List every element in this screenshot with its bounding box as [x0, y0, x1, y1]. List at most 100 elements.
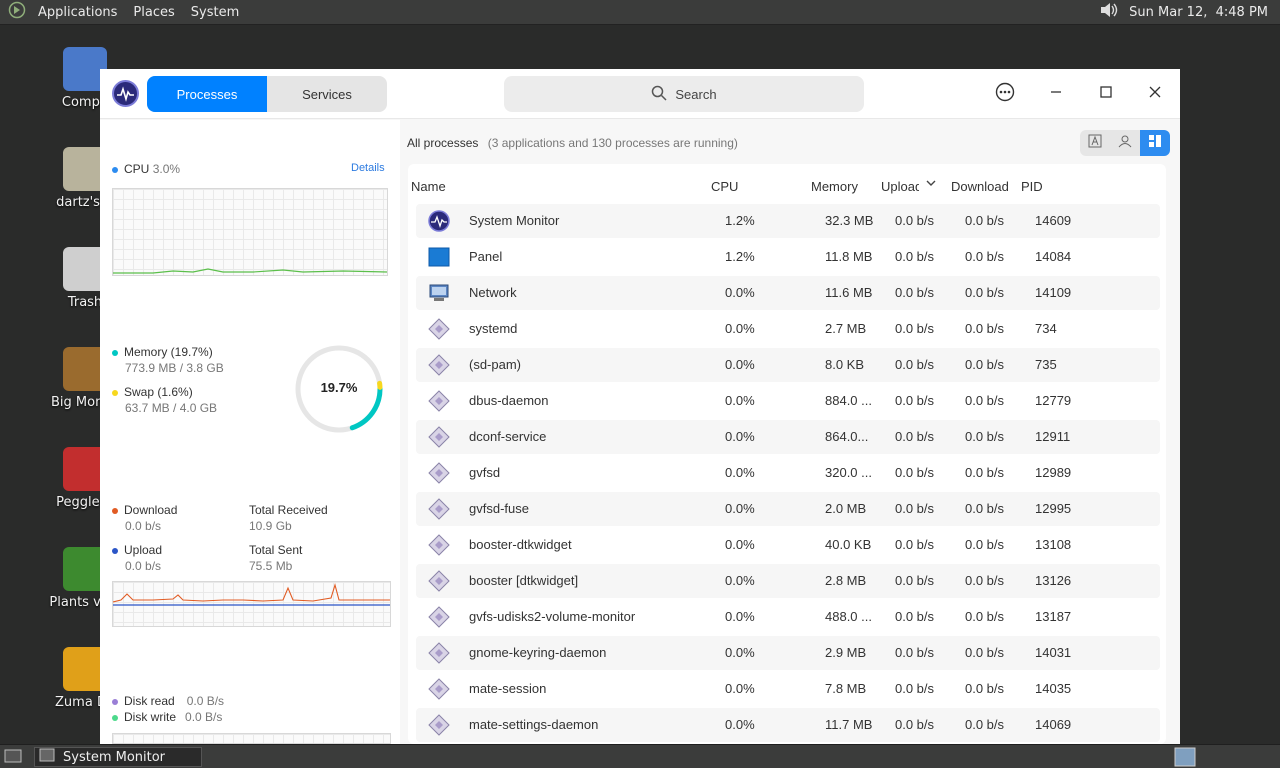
filter-applications-button[interactable]	[1080, 130, 1110, 156]
cell-up: 0.0 b/s	[895, 321, 935, 336]
cell-up: 0.0 b/s	[895, 357, 935, 372]
zuma-icon	[63, 647, 107, 691]
disk-write-label: Disk write	[124, 710, 177, 724]
clock[interactable]: Sun Mar 12, 4:48 PM	[1129, 4, 1268, 20]
filter-my-processes-button[interactable]	[1110, 130, 1140, 156]
cell-down: 0.0 b/s	[965, 717, 1005, 732]
filter-all-processes-button[interactable]	[1140, 130, 1170, 156]
cell-down: 0.0 b/s	[965, 249, 1005, 264]
table-row[interactable]: System Monitor 1.2% 32.3 MB 0.0 b/s 0.0 b/s 1…	[416, 204, 1160, 238]
table-row[interactable]: mate-settings-daemon 0.0% 11.7 MB 0.0 b/s 0.…	[416, 708, 1160, 742]
cell-name: systemd	[469, 321, 518, 336]
desktop-icon[interactable]: Peggle D	[30, 447, 140, 510]
table-row[interactable]: gvfsd-fuse 0.0% 2.0 MB 0.0 b/s 0.0 b/s 12995	[416, 492, 1160, 526]
cpu-details-link[interactable]: Details	[351, 162, 385, 174]
search-input[interactable]: Search	[504, 76, 864, 112]
desktop-icon[interactable]: Zuma De	[30, 647, 140, 710]
menu-places[interactable]: Places	[133, 4, 175, 20]
menu-button[interactable]	[990, 79, 1020, 109]
cell-up: 0.0 b/s	[895, 465, 935, 480]
tab-services[interactable]: Services	[302, 86, 352, 102]
taskbar-window-label: System Monitor	[63, 749, 166, 765]
desktop-icon[interactable]: Compu	[30, 47, 140, 110]
desktop-icon[interactable]: Big Money	[30, 347, 140, 410]
title-bar: Processes Services Search	[100, 69, 1180, 119]
taskbar-system-monitor[interactable]: System Monitor	[34, 747, 202, 767]
cell-up: 0.0 b/s	[895, 717, 935, 732]
column-upload[interactable]: Upload	[881, 179, 919, 194]
cell-up: 0.0 b/s	[895, 537, 935, 552]
sort-chevron-down-icon[interactable]	[925, 177, 937, 192]
menu-system[interactable]: System	[190, 4, 240, 20]
table-row[interactable]: systemd 0.0% 2.7 MB 0.0 b/s 0.0 b/s 734	[416, 312, 1160, 346]
cell-pid: 12989	[1035, 465, 1072, 480]
cell-name: mate-session	[469, 681, 547, 696]
cell-pid: 14031	[1035, 645, 1072, 660]
cell-mem: 488.0 ...	[825, 609, 872, 624]
column-download[interactable]: Download	[951, 179, 1009, 194]
table-row[interactable]: gnome-keyring-daemon 0.0% 2.9 MB 0.0 b/s 0.0…	[416, 636, 1160, 670]
cell-name: dconf-service	[469, 429, 547, 444]
cell-cpu: 0.0%	[725, 537, 755, 552]
bottom-panel: System Monitor	[0, 744, 1280, 768]
table-row[interactable]: dconf-service 0.0% 864.0... 0.0 b/s 0.0 b/s 1…	[416, 420, 1160, 454]
tab-processes[interactable]: Processes	[147, 76, 267, 112]
system-monitor-icon	[428, 210, 450, 232]
cell-up: 0.0 b/s	[895, 573, 935, 588]
cell-pid: 13126	[1035, 573, 1072, 588]
table-row[interactable]: gvfsd 0.0% 320.0 ... 0.0 b/s 0.0 b/s 12989	[416, 456, 1160, 490]
cell-up: 0.0 b/s	[895, 501, 935, 516]
minimize-button[interactable]	[1041, 79, 1071, 109]
volume-icon[interactable]	[1099, 1, 1119, 23]
total-sent-label: Total Sent	[249, 543, 303, 557]
cell-name: booster [dtkwidget]	[469, 573, 579, 588]
column-name[interactable]: Name	[411, 179, 446, 194]
workspace-switcher-icon[interactable]	[1174, 747, 1196, 768]
memory-ring-text: 19.7%	[320, 380, 358, 395]
table-row[interactable]: mate-session 0.0% 7.8 MB 0.0 b/s 0.0 b/s 1403…	[416, 672, 1160, 706]
cell-pid: 13108	[1035, 537, 1072, 552]
cell-mem: 40.0 KB	[825, 537, 872, 552]
show-desktop-icon[interactable]	[4, 748, 22, 768]
cell-mem: 864.0...	[825, 429, 869, 444]
upload-legend-dot	[112, 547, 118, 554]
cell-mem: 11.7 MB	[825, 717, 873, 732]
cell-name: gvfsd	[469, 465, 501, 480]
memory-label: Memory (19.7%)	[124, 345, 213, 359]
plants-vs-zombies-icon	[63, 547, 107, 591]
cell-down: 0.0 b/s	[965, 465, 1005, 480]
table-row[interactable]: dbus-daemon 0.0% 884.0 ... 0.0 b/s 0.0 b/s 12…	[416, 384, 1160, 418]
maximize-button[interactable]	[1091, 79, 1121, 109]
table-row[interactable]: Network 0.0% 11.6 MB 0.0 b/s 0.0 b/s 14109	[416, 276, 1160, 310]
desktop-icon[interactable]: dartz's H	[30, 147, 140, 210]
applications-filter-icon	[1088, 134, 1102, 153]
table-row[interactable]: gvfs-udisks2-volume-monitor 0.0% 488.0 ...…	[416, 600, 1160, 634]
cell-mem: 8.0 KB	[825, 357, 865, 372]
column-pid[interactable]: PID	[1021, 179, 1043, 194]
column-memory[interactable]: Memory	[811, 179, 858, 194]
desktop-icon[interactable]: Trash	[30, 247, 140, 310]
cell-name: gvfs-udisks2-volume-monitor	[469, 609, 636, 624]
resource-sidebar: CPU 3.0% Details Memory (19.7%) 773.9 MB…	[100, 120, 400, 744]
view-tabs: Processes Services	[147, 76, 387, 112]
download-legend-dot	[112, 507, 118, 514]
swap-label: Swap (1.6%)	[124, 385, 193, 399]
table-row[interactable]: (sd-pam) 0.0% 8.0 KB 0.0 b/s 0.0 b/s 735	[416, 348, 1160, 382]
column-cpu[interactable]: CPU	[711, 179, 739, 194]
cell-cpu: 0.0%	[725, 285, 755, 300]
process-panel: All processes (3 applications and 130 pr…	[400, 120, 1180, 744]
table-row[interactable]: Panel 1.2% 11.8 MB 0.0 b/s 0.0 b/s 14084	[416, 240, 1160, 274]
table-row[interactable]: booster-dtkwidget 0.0% 40.0 KB 0.0 b/s 0.0 b…	[416, 528, 1160, 562]
upload-value: 0.0 b/s	[125, 559, 162, 573]
close-button[interactable]	[1140, 79, 1170, 109]
cell-cpu: 0.0%	[725, 573, 755, 588]
peggle-icon	[63, 447, 107, 491]
all-processes-icon	[1148, 134, 1162, 153]
menu-applications[interactable]: Applications	[38, 4, 118, 20]
cell-name: System Monitor	[469, 213, 560, 228]
computer-icon	[63, 47, 107, 91]
distro-logo-icon[interactable]	[0, 1, 30, 23]
table-row[interactable]: booster [dtkwidget] 0.0% 2.8 MB 0.0 b/s 0.0 …	[416, 564, 1160, 598]
process-icon	[428, 606, 450, 628]
memory-legend-dot	[112, 349, 118, 356]
